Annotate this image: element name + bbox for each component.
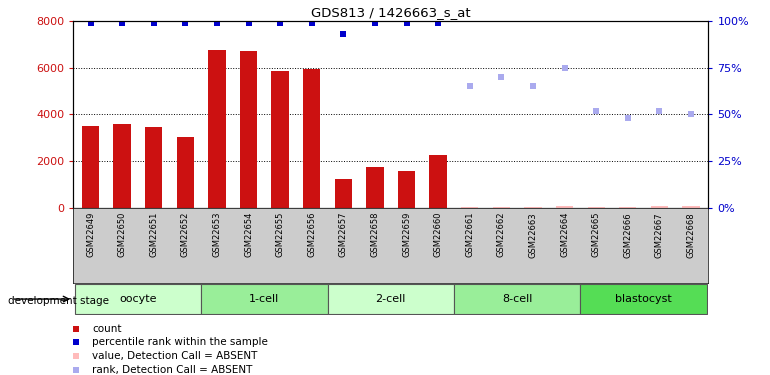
Text: GSM22661: GSM22661 bbox=[465, 212, 474, 257]
Text: GSM22657: GSM22657 bbox=[339, 212, 348, 257]
Text: GSM22650: GSM22650 bbox=[118, 212, 126, 257]
Text: GSM22663: GSM22663 bbox=[528, 212, 537, 258]
Text: GSM22651: GSM22651 bbox=[149, 212, 159, 257]
Bar bbox=[208, 50, 226, 208]
Text: GSM22652: GSM22652 bbox=[181, 212, 190, 257]
Bar bbox=[682, 206, 700, 208]
Text: 8-cell: 8-cell bbox=[502, 294, 532, 304]
Bar bbox=[524, 207, 541, 208]
FancyBboxPatch shape bbox=[454, 284, 581, 314]
Text: GSM22649: GSM22649 bbox=[86, 212, 95, 257]
Bar bbox=[651, 207, 668, 208]
Bar bbox=[335, 179, 352, 208]
Text: GSM22665: GSM22665 bbox=[591, 212, 601, 257]
Bar bbox=[176, 137, 194, 208]
Text: 2-cell: 2-cell bbox=[376, 294, 406, 304]
Bar bbox=[82, 126, 99, 208]
Bar bbox=[430, 155, 447, 208]
Text: value, Detection Call = ABSENT: value, Detection Call = ABSENT bbox=[92, 351, 258, 361]
Text: oocyte: oocyte bbox=[119, 294, 156, 304]
Bar bbox=[240, 51, 257, 208]
Text: GSM22664: GSM22664 bbox=[560, 212, 569, 257]
FancyBboxPatch shape bbox=[75, 284, 201, 314]
Bar bbox=[588, 207, 605, 208]
Bar bbox=[272, 71, 289, 208]
Text: rank, Detection Call = ABSENT: rank, Detection Call = ABSENT bbox=[92, 365, 253, 375]
Bar bbox=[556, 206, 574, 208]
Text: GSM22667: GSM22667 bbox=[655, 212, 664, 258]
Title: GDS813 / 1426663_s_at: GDS813 / 1426663_s_at bbox=[311, 6, 470, 20]
Bar bbox=[461, 207, 478, 208]
FancyBboxPatch shape bbox=[327, 284, 454, 314]
Text: GSM22659: GSM22659 bbox=[402, 212, 411, 257]
Text: GSM22655: GSM22655 bbox=[276, 212, 285, 257]
Bar bbox=[303, 69, 320, 208]
Bar bbox=[493, 207, 510, 208]
Text: GSM22668: GSM22668 bbox=[687, 212, 695, 258]
Text: GSM22658: GSM22658 bbox=[370, 212, 380, 257]
Text: 1-cell: 1-cell bbox=[249, 294, 280, 304]
Text: development stage: development stage bbox=[8, 296, 109, 306]
Text: GSM22654: GSM22654 bbox=[244, 212, 253, 257]
Bar bbox=[367, 167, 383, 208]
Text: GSM22653: GSM22653 bbox=[213, 212, 222, 257]
Text: count: count bbox=[92, 324, 122, 333]
Text: GSM22666: GSM22666 bbox=[623, 212, 632, 258]
Bar bbox=[619, 207, 637, 208]
Bar bbox=[398, 171, 415, 208]
Text: GSM22662: GSM22662 bbox=[497, 212, 506, 257]
Bar bbox=[113, 124, 131, 208]
Bar bbox=[145, 127, 162, 208]
Text: percentile rank within the sample: percentile rank within the sample bbox=[92, 338, 268, 348]
FancyBboxPatch shape bbox=[201, 284, 327, 314]
Text: GSM22660: GSM22660 bbox=[434, 212, 443, 257]
Text: GSM22656: GSM22656 bbox=[307, 212, 316, 257]
Text: blastocyst: blastocyst bbox=[615, 294, 672, 304]
FancyBboxPatch shape bbox=[581, 284, 707, 314]
